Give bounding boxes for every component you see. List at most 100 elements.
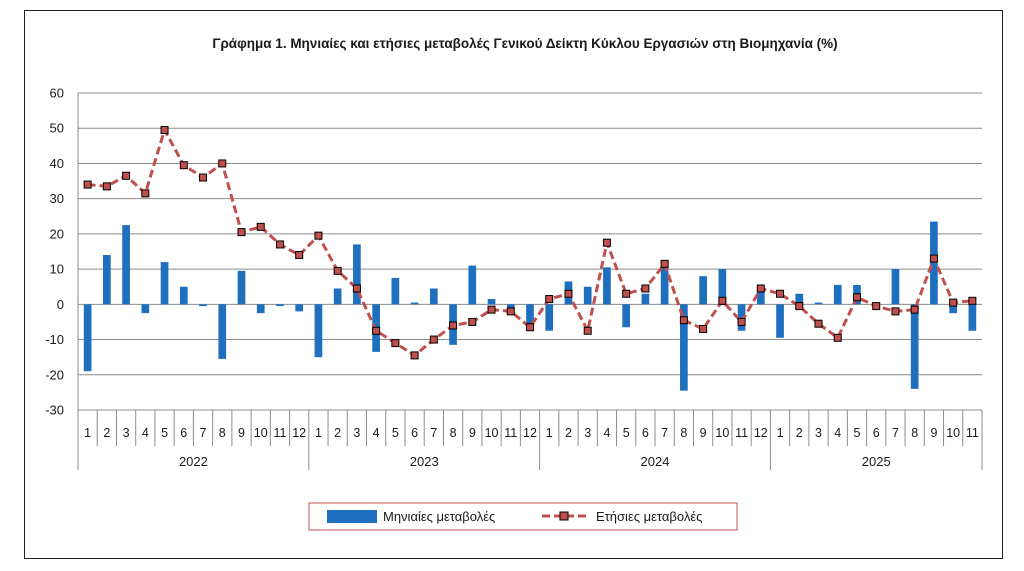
year-label: 2024 bbox=[641, 454, 670, 469]
bar bbox=[814, 302, 823, 305]
x-tick-label: 7 bbox=[430, 426, 437, 440]
line-point bbox=[679, 316, 688, 325]
x-tick-label: 8 bbox=[911, 426, 918, 440]
x-tick-label: 3 bbox=[584, 426, 591, 440]
bar bbox=[930, 221, 938, 305]
x-tick-label: 9 bbox=[930, 426, 937, 440]
line-point bbox=[602, 238, 611, 247]
legend-swatch-annual-marker bbox=[559, 511, 569, 521]
y-axis-ticks: 60 50 40 30 20 10 0 -10 -20 -30 bbox=[45, 86, 64, 418]
x-tick-label: 3 bbox=[815, 426, 822, 440]
line-point bbox=[487, 305, 496, 314]
x-tick-label: 10 bbox=[485, 426, 499, 440]
chart-title: Γράφημα 1. Μηνιαίες και ετήσιες μεταβολέ… bbox=[212, 36, 837, 51]
x-tick-label: 11 bbox=[735, 426, 748, 440]
year-label: 2022 bbox=[179, 454, 208, 469]
y-tick-label: 30 bbox=[50, 191, 64, 206]
line-point bbox=[583, 326, 592, 335]
line-point bbox=[699, 324, 708, 333]
x-tick-label: 4 bbox=[603, 426, 610, 440]
y-tick-label: -20 bbox=[45, 367, 64, 382]
line-point bbox=[968, 296, 977, 305]
x-tick-label: 4 bbox=[142, 426, 149, 440]
line-point bbox=[295, 251, 304, 260]
legend-box bbox=[308, 502, 738, 531]
bar bbox=[199, 304, 207, 307]
x-tick-label: 4 bbox=[834, 426, 841, 440]
bar bbox=[506, 304, 515, 310]
bar bbox=[333, 288, 342, 305]
bar bbox=[718, 269, 727, 305]
bar bbox=[429, 288, 438, 305]
line-point bbox=[449, 321, 458, 330]
line-point bbox=[564, 289, 573, 298]
x-tick-label: 1 bbox=[546, 426, 553, 440]
line-point bbox=[891, 307, 900, 316]
x-tick-label: 7 bbox=[661, 426, 668, 440]
line-point bbox=[160, 125, 169, 134]
line-point bbox=[718, 296, 727, 305]
x-axis: 1 2 3 4 5 6 7 8 9 10 11 12 1 2 3 4 5 6 7 8 9 10 11 12 1 2 3 4 5 6 7 8 9 1… bbox=[77, 410, 983, 470]
x-tick-label: 8 bbox=[450, 426, 457, 440]
bar bbox=[526, 304, 534, 328]
x-tick-label: 1 bbox=[84, 426, 91, 440]
line-point bbox=[526, 323, 534, 332]
y-tick-label: -30 bbox=[45, 403, 64, 418]
line-point bbox=[410, 351, 419, 360]
y-tick-label: 40 bbox=[50, 156, 64, 171]
line-point bbox=[622, 289, 631, 298]
annual-change-line bbox=[87, 128, 973, 357]
bar bbox=[699, 276, 707, 305]
x-tick-label: 1 bbox=[777, 426, 784, 440]
bar bbox=[83, 304, 92, 372]
line-point bbox=[756, 284, 765, 293]
line-point bbox=[852, 293, 861, 302]
x-tick-label: 6 bbox=[411, 426, 418, 440]
bar bbox=[410, 302, 419, 305]
x-tick-label: 9 bbox=[700, 426, 707, 440]
chart-frame bbox=[24, 10, 1003, 559]
line-point bbox=[83, 180, 92, 189]
bar bbox=[795, 293, 804, 305]
bar bbox=[468, 265, 477, 305]
x-tick-label: 2 bbox=[334, 426, 341, 440]
x-tick-label: 12 bbox=[523, 426, 537, 440]
y-tick-label: 60 bbox=[50, 86, 64, 101]
x-tick-label: 5 bbox=[161, 426, 168, 440]
line-series bbox=[83, 125, 977, 360]
legend-label-annual: Ετήσιες μεταβολές bbox=[596, 509, 702, 524]
line-point bbox=[391, 339, 400, 348]
x-tick-label: 10 bbox=[946, 426, 960, 440]
bar bbox=[641, 293, 650, 305]
line-point bbox=[314, 231, 323, 240]
x-tick-label: 2 bbox=[103, 426, 110, 440]
x-tick-label: 9 bbox=[469, 426, 476, 440]
bar bbox=[160, 262, 169, 305]
x-tick-label: 5 bbox=[623, 426, 630, 440]
bar bbox=[545, 304, 554, 331]
line-point bbox=[179, 161, 188, 170]
line-point bbox=[333, 266, 342, 275]
bar bbox=[756, 288, 765, 305]
x-tick-label: 12 bbox=[292, 426, 306, 440]
line-point bbox=[102, 182, 111, 191]
line-point bbox=[795, 302, 804, 311]
x-tick-label: 6 bbox=[642, 426, 649, 440]
line-point bbox=[814, 319, 823, 328]
legend-swatch-monthly bbox=[327, 510, 377, 523]
bar bbox=[141, 304, 150, 314]
line-point bbox=[929, 254, 938, 263]
x-tick-label: 3 bbox=[123, 426, 130, 440]
line-point bbox=[949, 298, 958, 307]
line-point bbox=[256, 222, 265, 231]
line-point bbox=[737, 317, 746, 326]
x-tick-label: 6 bbox=[180, 426, 187, 440]
bar bbox=[487, 299, 496, 305]
line-point bbox=[506, 307, 515, 316]
y-tick-label: 10 bbox=[50, 262, 64, 277]
x-tick-label: 8 bbox=[219, 426, 226, 440]
line-point bbox=[545, 295, 554, 304]
bar bbox=[833, 284, 842, 305]
y-tick-label: 50 bbox=[50, 121, 64, 136]
bar bbox=[256, 304, 265, 314]
